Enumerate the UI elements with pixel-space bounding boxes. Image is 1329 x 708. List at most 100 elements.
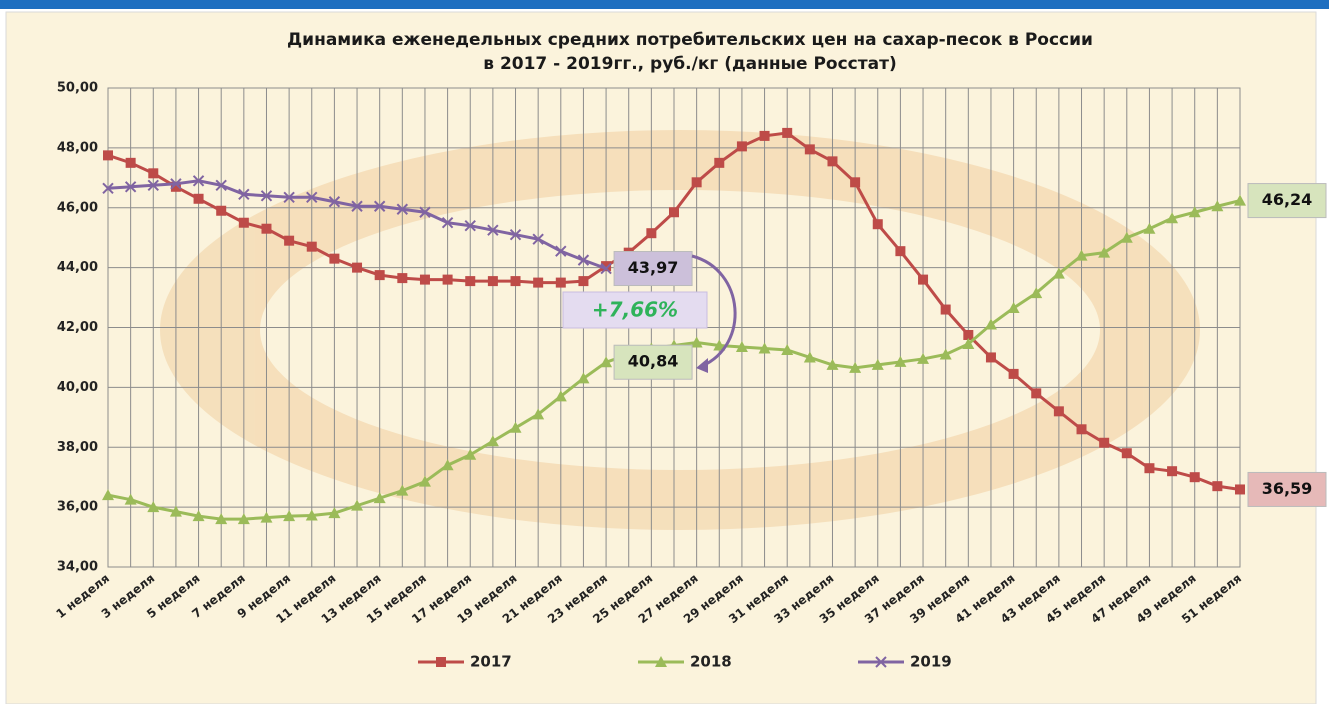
marker xyxy=(1143,222,1156,234)
marker xyxy=(872,219,883,230)
marker xyxy=(759,130,770,141)
marker xyxy=(193,193,204,204)
marker xyxy=(192,175,205,187)
marker xyxy=(352,262,363,273)
marker xyxy=(826,358,839,370)
marker xyxy=(895,246,906,257)
marker xyxy=(328,196,341,208)
marker xyxy=(103,150,113,161)
marker xyxy=(509,228,522,241)
marker xyxy=(1030,287,1043,299)
marker xyxy=(441,459,454,471)
marker xyxy=(1008,368,1019,379)
marker xyxy=(102,489,114,501)
marker xyxy=(804,144,815,155)
marker xyxy=(397,273,408,284)
marker xyxy=(374,270,385,281)
marker xyxy=(555,277,566,288)
marker xyxy=(850,177,861,188)
marker xyxy=(509,421,522,433)
marker xyxy=(1076,424,1087,435)
value-label-box xyxy=(613,251,693,287)
top-bar xyxy=(0,0,1329,9)
marker xyxy=(328,507,341,519)
marker xyxy=(124,493,137,505)
marker xyxy=(102,182,114,194)
marker xyxy=(782,127,793,138)
marker xyxy=(170,178,182,190)
marker xyxy=(238,188,250,200)
marker xyxy=(419,274,430,285)
value-label: 46,24 xyxy=(1262,190,1313,209)
marker xyxy=(803,351,816,363)
marker xyxy=(237,513,250,525)
marker xyxy=(192,510,205,522)
marker xyxy=(373,200,386,212)
marker xyxy=(351,499,364,511)
y-tick-label: 50,00 xyxy=(57,81,98,96)
y-tick-label: 48,00 xyxy=(57,140,98,155)
marker xyxy=(1166,212,1179,224)
marker xyxy=(577,372,590,384)
marker xyxy=(600,356,613,368)
marker xyxy=(1031,388,1042,399)
marker xyxy=(125,157,136,168)
marker xyxy=(238,217,249,228)
change-arrow xyxy=(691,254,737,368)
marker xyxy=(260,511,273,523)
marker xyxy=(441,217,454,229)
marker xyxy=(691,177,702,188)
marks: 36,59 40,84 46,24 43,97 xyxy=(102,127,1327,668)
marker xyxy=(578,276,589,287)
marker xyxy=(601,261,612,272)
marker xyxy=(917,352,930,364)
marker xyxy=(216,205,227,216)
marker xyxy=(532,408,545,420)
marker xyxy=(962,337,975,349)
marker xyxy=(827,156,838,167)
marker xyxy=(306,191,318,203)
marker xyxy=(758,342,771,354)
marker xyxy=(465,276,476,287)
marker xyxy=(1053,406,1064,417)
marker xyxy=(261,223,272,234)
marker xyxy=(306,241,317,252)
marker xyxy=(148,168,159,179)
marker xyxy=(283,510,296,522)
watermark xyxy=(160,130,1200,530)
marker xyxy=(554,390,567,402)
marker xyxy=(464,448,477,460)
marker xyxy=(487,224,499,236)
marker xyxy=(577,254,590,266)
marker xyxy=(260,190,273,202)
marker xyxy=(1052,267,1065,279)
plot-frame xyxy=(107,87,1241,568)
marker xyxy=(713,339,726,351)
y-tick-label: 36,00 xyxy=(57,500,98,515)
y-tick-label: 40,00 xyxy=(57,380,98,395)
marker xyxy=(849,361,862,373)
marker xyxy=(600,262,612,275)
marker xyxy=(736,141,747,152)
marker xyxy=(215,179,227,192)
marker xyxy=(714,157,725,168)
value-label: 36,59 xyxy=(1262,479,1313,498)
marker xyxy=(442,274,453,285)
marker xyxy=(169,505,182,517)
marker xyxy=(329,253,340,264)
marker xyxy=(486,435,499,447)
marker xyxy=(669,207,679,218)
marker xyxy=(871,358,884,370)
value-label-box xyxy=(1247,183,1327,219)
marker xyxy=(283,191,295,203)
chart-subtitle: в 2017 - 2019гг., руб./кг (данные Росста… xyxy=(483,54,896,74)
marker xyxy=(894,355,907,367)
marker xyxy=(939,348,952,360)
legend-label: 2019 xyxy=(910,653,952,671)
y-tick-label: 34,00 xyxy=(57,560,98,575)
marker xyxy=(1188,206,1201,218)
marker xyxy=(940,304,951,315)
marker xyxy=(646,228,657,239)
legend-label: 2017 xyxy=(470,653,512,671)
marker xyxy=(533,277,544,288)
